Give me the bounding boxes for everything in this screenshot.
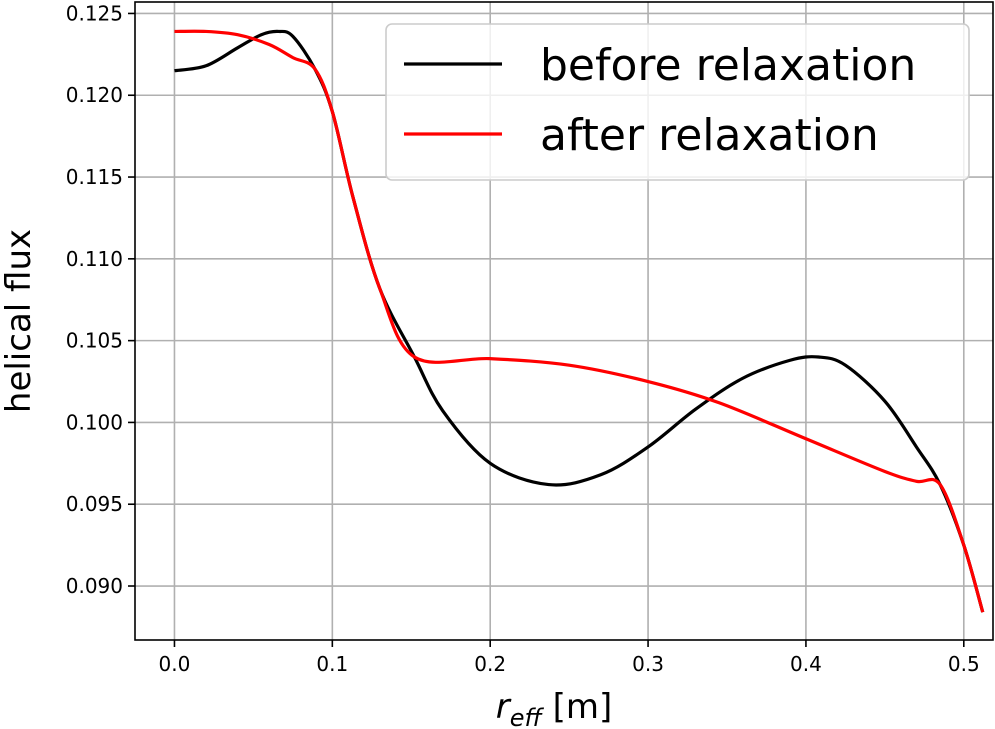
legend-box — [385, 23, 970, 181]
legend: before relaxation after relaxation — [385, 23, 970, 181]
y-tick-label: 0.125 — [66, 1, 123, 25]
y-tick-label: 0.110 — [66, 247, 123, 271]
y-axis-label: helical flux — [0, 229, 39, 413]
y-tick-label: 0.095 — [66, 492, 123, 516]
series-lines — [174, 29, 985, 613]
x-tick-label: 0.1 — [316, 652, 348, 676]
x-axis-label: reff [m] — [496, 687, 613, 729]
series-line-before-relaxation — [174, 29, 985, 613]
x-tick-label: 0.4 — [790, 652, 822, 676]
y-tick-label: 0.100 — [66, 410, 123, 434]
x-axis-label-main: r — [496, 687, 512, 727]
x-tick-label: 0.3 — [632, 652, 664, 676]
y-tick-label: 0.090 — [66, 574, 123, 598]
x-tick-label: 0.5 — [948, 652, 980, 676]
axis-ticks: 0.0 0.1 0.2 0.3 0.4 0.5 0.090 0.095 0.100 0.105 0.… — [66, 1, 980, 676]
y-tick-label: 0.105 — [66, 329, 123, 353]
x-tick-label: 0.2 — [474, 652, 506, 676]
y-tick-label: 0.120 — [66, 83, 123, 107]
legend-label-after-relaxation: after relaxation — [540, 110, 879, 161]
plot-frame — [134, 1, 994, 641]
series-line-after-relaxation — [174, 29, 985, 613]
y-tick-label: 0.115 — [66, 165, 123, 189]
x-tick-label: 0.0 — [159, 652, 191, 676]
legend-label-before-relaxation: before relaxation — [540, 40, 916, 91]
x-axis-label-unit: [m] — [542, 687, 612, 727]
x-axis-label-subscript: eff — [510, 704, 545, 729]
